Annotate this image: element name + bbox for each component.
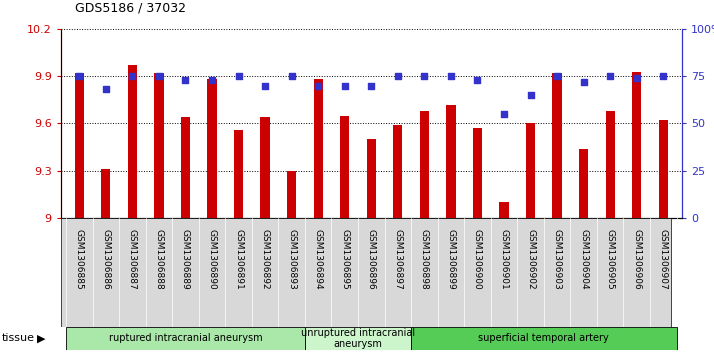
Text: GSM1306902: GSM1306902 [526, 229, 535, 289]
Text: GSM1306899: GSM1306899 [446, 229, 456, 289]
Bar [66, 327, 305, 350]
Point [366, 83, 377, 89]
Text: ▶: ▶ [37, 334, 46, 343]
Text: superficial temporal artery: superficial temporal artery [478, 334, 609, 343]
Text: GSM1306900: GSM1306900 [473, 229, 482, 289]
Bar [340, 115, 349, 218]
Bar [420, 111, 429, 218]
Bar [128, 65, 137, 218]
Bar [305, 327, 411, 350]
Bar [579, 148, 588, 218]
Point [100, 86, 111, 92]
Point [472, 77, 483, 83]
Text: tissue: tissue [2, 334, 35, 343]
Bar [632, 72, 641, 218]
Text: GSM1306892: GSM1306892 [261, 229, 270, 289]
Text: GSM1306901: GSM1306901 [500, 229, 508, 289]
Text: GSM1306904: GSM1306904 [579, 229, 588, 289]
Text: GSM1306890: GSM1306890 [208, 229, 216, 289]
Bar [446, 105, 456, 218]
Text: GSM1306894: GSM1306894 [313, 229, 323, 289]
Bar [499, 202, 508, 218]
Point [206, 77, 218, 83]
Bar [553, 73, 562, 218]
Bar [411, 327, 677, 350]
Point [313, 83, 324, 89]
Point [418, 73, 430, 79]
Point [551, 73, 563, 79]
Point [339, 83, 351, 89]
Point [578, 79, 589, 85]
Bar [207, 79, 216, 218]
Bar [366, 139, 376, 218]
Text: GSM1306895: GSM1306895 [341, 229, 349, 289]
Point [605, 73, 616, 79]
Bar [313, 79, 323, 218]
Point [392, 73, 403, 79]
Text: GSM1306887: GSM1306887 [128, 229, 137, 289]
Point [180, 77, 191, 83]
Text: GSM1306896: GSM1306896 [367, 229, 376, 289]
Point [154, 73, 165, 79]
Point [446, 73, 457, 79]
Point [233, 73, 244, 79]
Point [631, 75, 643, 81]
Bar [605, 111, 615, 218]
Text: ruptured intracranial aneurysm: ruptured intracranial aneurysm [109, 334, 262, 343]
Point [259, 83, 271, 89]
Bar [261, 117, 270, 218]
Text: GSM1306907: GSM1306907 [659, 229, 668, 289]
Bar [658, 120, 668, 218]
Text: GSM1306905: GSM1306905 [605, 229, 615, 289]
Point [525, 92, 536, 98]
Text: GSM1306898: GSM1306898 [420, 229, 429, 289]
Text: GSM1306891: GSM1306891 [234, 229, 243, 289]
Text: unruptured intracranial
aneurysm: unruptured intracranial aneurysm [301, 328, 415, 349]
Point [658, 73, 669, 79]
Text: GSM1306903: GSM1306903 [553, 229, 562, 289]
Point [126, 73, 138, 79]
Bar [393, 125, 403, 218]
Text: GSM1306906: GSM1306906 [632, 229, 641, 289]
Text: GSM1306893: GSM1306893 [287, 229, 296, 289]
Bar [181, 117, 190, 218]
Text: GSM1306885: GSM1306885 [75, 229, 84, 289]
Bar [473, 128, 482, 218]
Point [74, 73, 85, 79]
Point [498, 111, 510, 117]
Text: GSM1306888: GSM1306888 [154, 229, 164, 289]
Bar [287, 171, 296, 218]
Bar [526, 123, 536, 218]
Bar [75, 73, 84, 218]
Bar [154, 73, 164, 218]
Text: GSM1306897: GSM1306897 [393, 229, 402, 289]
Point [286, 73, 297, 79]
Text: GSM1306889: GSM1306889 [181, 229, 190, 289]
Text: GDS5186 / 37032: GDS5186 / 37032 [75, 1, 186, 15]
Bar [101, 169, 111, 218]
Bar [234, 130, 243, 218]
Text: GSM1306886: GSM1306886 [101, 229, 111, 289]
